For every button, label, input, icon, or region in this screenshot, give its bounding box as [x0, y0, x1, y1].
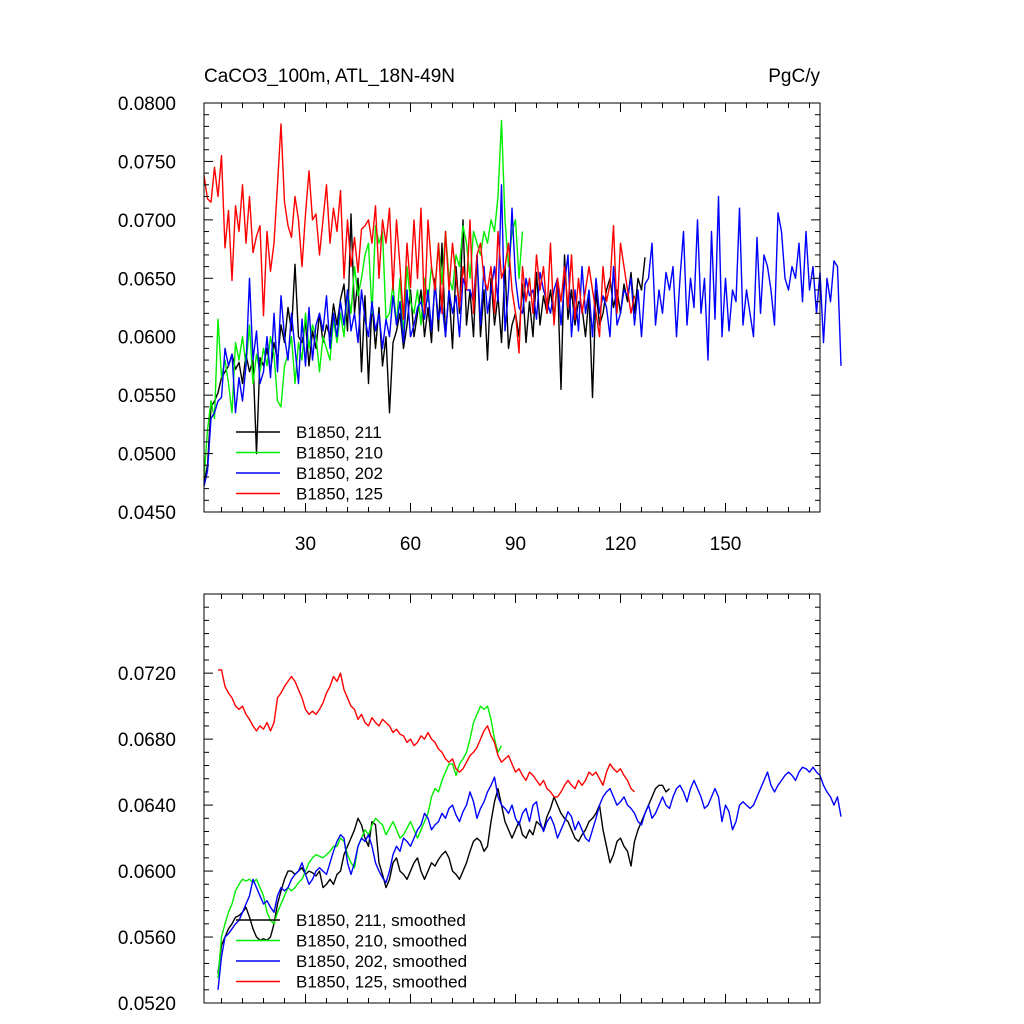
top-legend-label-4: B1850, 125 — [296, 485, 383, 504]
top-y-tick-label: 0.0500 — [118, 445, 176, 466]
bottom-legend-label-3: B1850, 202, smoothed — [296, 952, 467, 971]
top-x-tick-label: 120 — [605, 534, 637, 555]
top-y-tick-label: 0.0600 — [118, 328, 176, 349]
bottom-series-line-4 — [218, 669, 635, 798]
bottom-y-tick-label: 0.0680 — [118, 730, 176, 751]
bottom-series-line-3 — [217, 766, 842, 990]
bottom-legend-label-1: B1850, 211, smoothed — [296, 911, 466, 930]
top-y-tick-label: 0.0700 — [118, 211, 176, 232]
top-panel: CaCO3_100m, ATL_18N-49N PgC/y 30 60 90 120 1… — [118, 66, 842, 555]
top-x-tick-label: 90 — [505, 534, 526, 555]
top-series-line-2 — [203, 119, 524, 477]
top-plot-frame — [203, 102, 821, 513]
top-x-tick-label: 150 — [710, 534, 742, 555]
top-legend-label-2: B1850, 210 — [296, 444, 383, 463]
top-x-tick-label: 30 — [295, 534, 316, 555]
top-legend-label-3: B1850, 202 — [296, 464, 383, 483]
top-tick-label-layer: 30 60 90 120 150 0.0450 0.0500 0.0550 0.0600 0.06… — [118, 94, 741, 555]
bottom-series-line-1 — [217, 784, 670, 974]
top-panel-units: PgC/y — [768, 66, 820, 87]
top-series-line-3 — [203, 184, 842, 487]
bottom-plot-frame — [203, 593, 821, 1004]
top-y-tick-label: 0.0650 — [118, 269, 176, 290]
top-panel-title: CaCO3_100m, ATL_18N-49N — [204, 66, 455, 87]
bottom-y-tick-label: 0.0560 — [118, 928, 176, 949]
bottom-panel: 0.0520 0.0560 0.0600 0.0640 0.0680 0.0720 B18… — [118, 593, 842, 1015]
bottom-y-tick-label: 0.0600 — [118, 862, 176, 883]
bottom-tick-label-layer: 0.0520 0.0560 0.0600 0.0640 0.0680 0.0720 — [118, 664, 176, 1015]
bottom-y-tick-label: 0.0720 — [118, 664, 176, 685]
top-y-tick-label: 0.0750 — [118, 152, 176, 173]
bottom-legend-label-4: B1850, 125, smoothed — [296, 973, 467, 992]
bottom-y-tick-label: 0.0640 — [118, 796, 176, 817]
top-y-tick-label: 0.0550 — [118, 386, 176, 407]
bottom-y-tick-label: 0.0520 — [118, 994, 176, 1015]
bottom-tick-layer — [204, 593, 820, 1004]
top-tick-layer — [204, 102, 820, 513]
bottom-series-layer — [217, 669, 842, 990]
bottom-legend: B1850, 211, smoothed B1850, 210, smoothed… — [236, 911, 467, 992]
top-y-tick-label: 0.0800 — [118, 94, 176, 115]
top-legend-label-1: B1850, 211 — [296, 423, 382, 442]
top-x-tick-label: 60 — [400, 534, 421, 555]
top-series-line-4 — [203, 123, 636, 354]
top-series-layer — [203, 119, 842, 487]
top-y-tick-label: 0.0450 — [118, 503, 176, 524]
bottom-legend-label-2: B1850, 210, smoothed — [296, 932, 467, 951]
